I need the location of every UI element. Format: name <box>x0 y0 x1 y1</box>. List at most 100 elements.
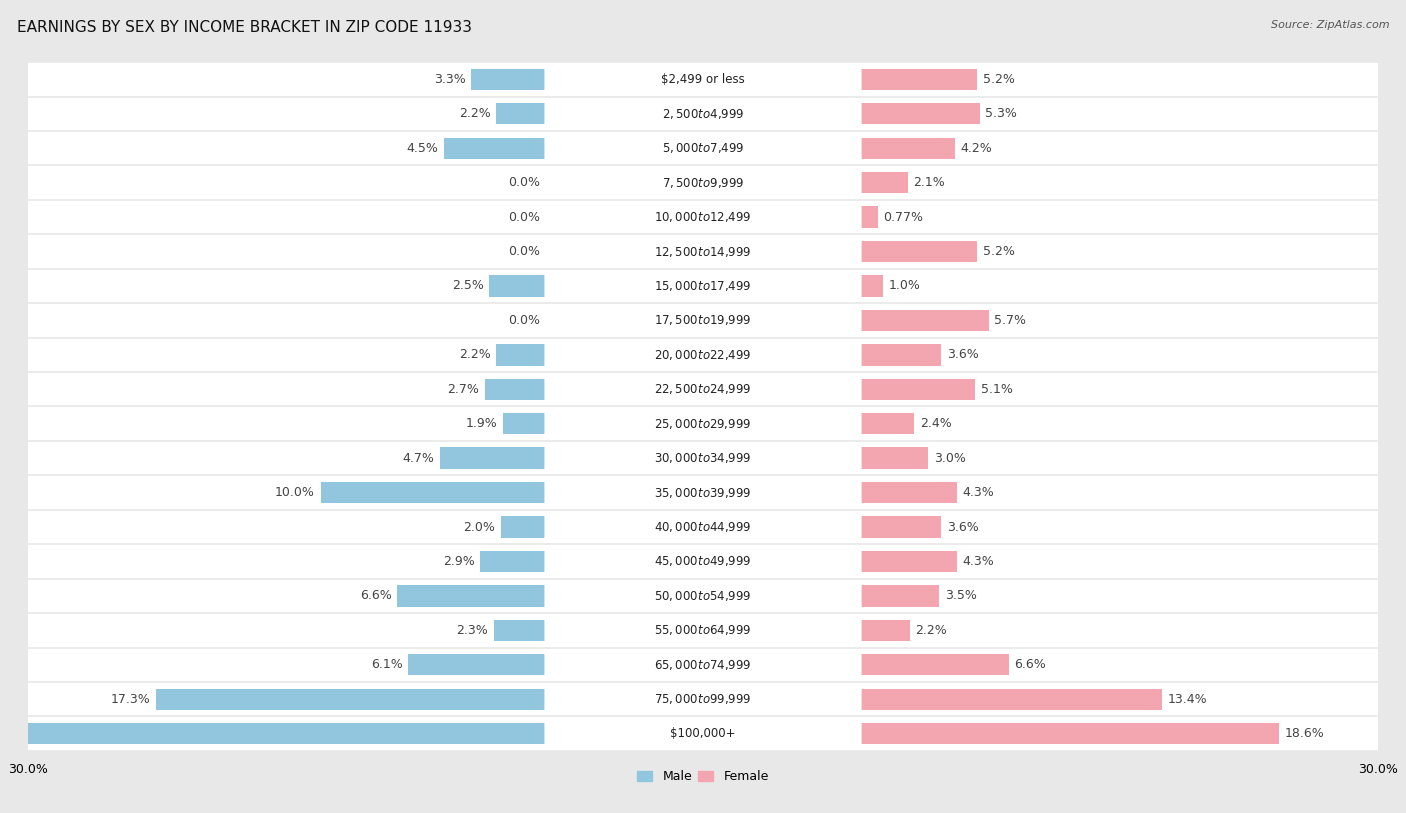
Bar <box>28 269 1378 303</box>
Bar <box>28 441 1378 476</box>
Bar <box>860 276 883 297</box>
FancyBboxPatch shape <box>544 549 862 574</box>
Bar <box>28 510 1378 544</box>
Bar <box>860 103 980 124</box>
Bar <box>28 165 1378 200</box>
Text: $17,500 to $19,999: $17,500 to $19,999 <box>654 313 752 328</box>
FancyBboxPatch shape <box>544 411 862 436</box>
FancyBboxPatch shape <box>544 480 862 505</box>
Bar <box>28 406 1378 441</box>
FancyBboxPatch shape <box>544 446 862 471</box>
Bar <box>860 207 877 228</box>
Bar <box>28 234 1378 269</box>
Text: $75,000 to $99,999: $75,000 to $99,999 <box>654 692 752 706</box>
Bar <box>471 68 546 90</box>
Text: 10.0%: 10.0% <box>276 486 315 499</box>
Text: 13.4%: 13.4% <box>1167 693 1208 706</box>
Bar <box>440 447 546 469</box>
Bar <box>860 379 976 400</box>
Text: $40,000 to $44,999: $40,000 to $44,999 <box>654 520 752 534</box>
Text: $2,500 to $4,999: $2,500 to $4,999 <box>662 107 744 121</box>
Bar <box>860 68 977 90</box>
Text: 6.6%: 6.6% <box>1015 659 1046 672</box>
Text: $25,000 to $29,999: $25,000 to $29,999 <box>654 417 752 431</box>
Bar <box>28 476 1378 510</box>
FancyBboxPatch shape <box>544 170 862 195</box>
Text: 2.2%: 2.2% <box>915 624 948 637</box>
Text: $5,000 to $7,499: $5,000 to $7,499 <box>662 141 744 155</box>
Text: $100,000+: $100,000+ <box>671 727 735 740</box>
FancyBboxPatch shape <box>544 308 862 333</box>
Bar <box>28 372 1378 406</box>
Text: $20,000 to $22,499: $20,000 to $22,499 <box>654 348 752 362</box>
Text: 0.0%: 0.0% <box>508 176 540 189</box>
FancyBboxPatch shape <box>544 652 862 677</box>
Bar <box>860 723 1279 745</box>
Bar <box>28 62 1378 97</box>
FancyBboxPatch shape <box>544 273 862 298</box>
Bar <box>860 137 955 159</box>
Bar <box>860 585 939 606</box>
Text: $7,500 to $9,999: $7,500 to $9,999 <box>662 176 744 189</box>
Text: 2.1%: 2.1% <box>914 176 945 189</box>
Text: 2.0%: 2.0% <box>463 520 495 533</box>
Bar <box>485 379 546 400</box>
Text: 2.2%: 2.2% <box>458 348 491 361</box>
Text: 4.5%: 4.5% <box>406 141 439 154</box>
Bar <box>28 716 1378 751</box>
FancyBboxPatch shape <box>544 515 862 540</box>
Text: 3.6%: 3.6% <box>948 348 979 361</box>
Bar <box>489 276 546 297</box>
Bar <box>444 137 546 159</box>
Text: 2.2%: 2.2% <box>458 107 491 120</box>
Bar <box>860 689 1161 710</box>
Text: 0.0%: 0.0% <box>508 245 540 258</box>
Text: 2.9%: 2.9% <box>443 555 475 568</box>
FancyBboxPatch shape <box>544 584 862 608</box>
Text: $10,000 to $12,499: $10,000 to $12,499 <box>654 210 752 224</box>
Text: 3.3%: 3.3% <box>434 73 465 86</box>
Bar <box>396 585 546 606</box>
Bar <box>860 344 942 366</box>
Bar <box>28 303 1378 337</box>
Text: $2,499 or less: $2,499 or less <box>661 73 745 86</box>
Text: $22,500 to $24,999: $22,500 to $24,999 <box>654 382 752 396</box>
Bar <box>28 579 1378 613</box>
Bar <box>408 654 546 676</box>
Text: 4.3%: 4.3% <box>963 486 994 499</box>
FancyBboxPatch shape <box>544 687 862 711</box>
Bar <box>28 613 1378 648</box>
Bar <box>496 344 546 366</box>
Bar <box>860 620 910 641</box>
Text: $30,000 to $34,999: $30,000 to $34,999 <box>654 451 752 465</box>
Bar <box>496 103 546 124</box>
Text: 4.2%: 4.2% <box>960 141 993 154</box>
FancyBboxPatch shape <box>544 239 862 264</box>
Bar <box>156 689 546 710</box>
Text: 2.4%: 2.4% <box>920 417 952 430</box>
Text: 2.5%: 2.5% <box>451 280 484 293</box>
FancyBboxPatch shape <box>544 342 862 367</box>
Text: 5.2%: 5.2% <box>983 73 1015 86</box>
Text: $55,000 to $64,999: $55,000 to $64,999 <box>654 624 752 637</box>
Text: 5.7%: 5.7% <box>994 314 1026 327</box>
Bar <box>860 516 942 537</box>
Text: EARNINGS BY SEX BY INCOME BRACKET IN ZIP CODE 11933: EARNINGS BY SEX BY INCOME BRACKET IN ZIP… <box>17 20 472 35</box>
Text: 3.5%: 3.5% <box>945 589 977 602</box>
Text: $15,000 to $17,499: $15,000 to $17,499 <box>654 279 752 293</box>
Legend: Male, Female: Male, Female <box>633 765 773 789</box>
FancyBboxPatch shape <box>544 136 862 161</box>
Bar <box>860 482 957 503</box>
Text: 2.7%: 2.7% <box>447 383 479 396</box>
Text: 5.3%: 5.3% <box>986 107 1017 120</box>
Bar <box>860 413 914 434</box>
Bar <box>28 682 1378 716</box>
Text: 4.3%: 4.3% <box>963 555 994 568</box>
Bar <box>28 97 1378 131</box>
Text: 4.7%: 4.7% <box>402 452 434 465</box>
Text: $12,500 to $14,999: $12,500 to $14,999 <box>654 245 752 259</box>
Bar <box>28 337 1378 372</box>
Bar <box>481 551 546 572</box>
FancyBboxPatch shape <box>544 67 862 92</box>
Bar <box>860 241 977 262</box>
